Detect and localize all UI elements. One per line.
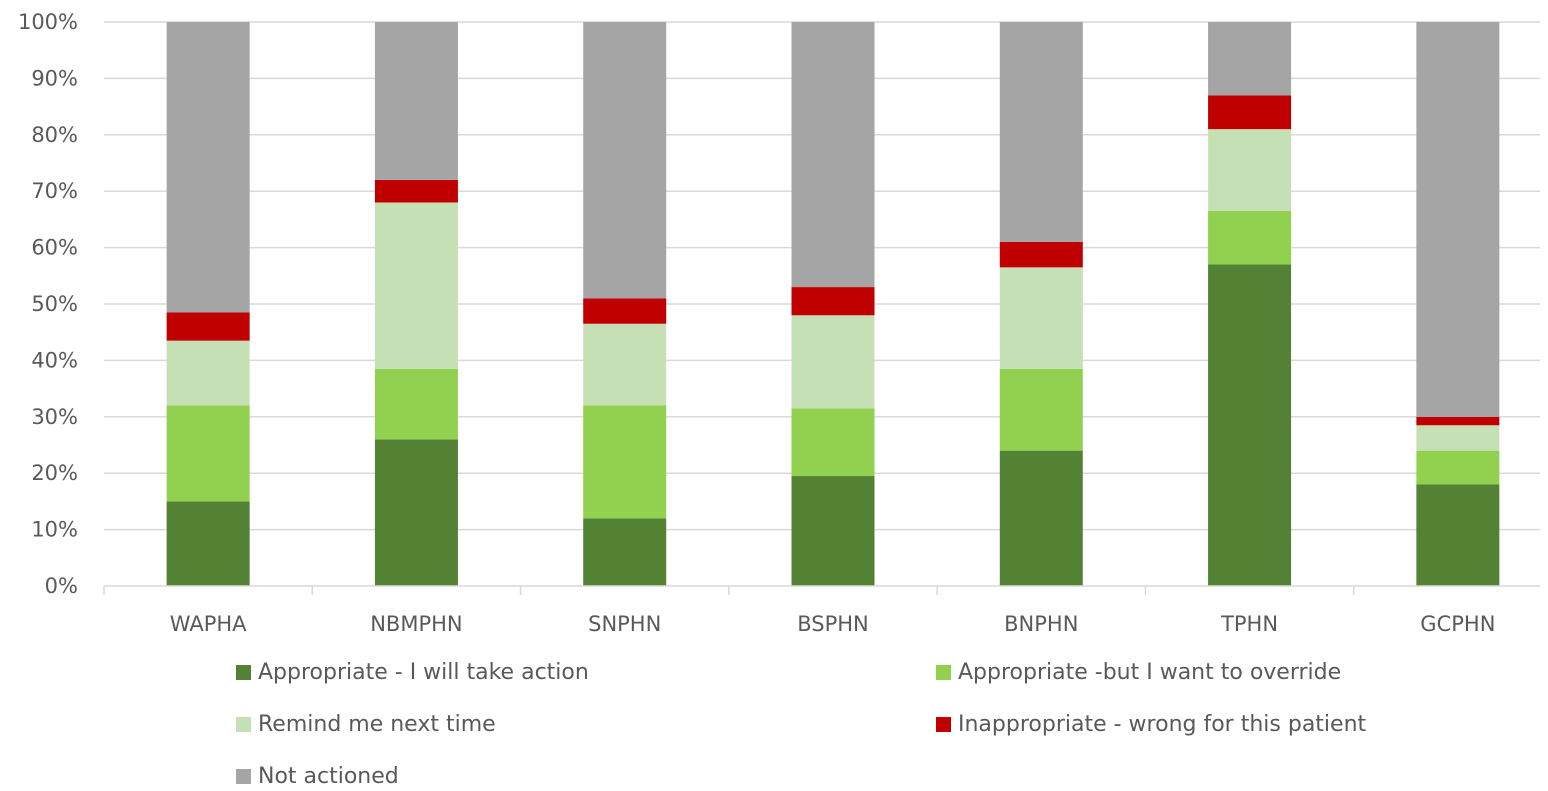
x-tick-label: TPHN [1220, 612, 1278, 636]
y-tick-label: 80% [31, 123, 78, 147]
bar-segment [374, 202, 458, 369]
x-tick-label: GCPHN [1420, 612, 1495, 636]
bar-segment [791, 287, 875, 316]
x-tick-labels: WAPHA NBMPHN SNPHN BSPHN BNPHN TPHN GCPHN [170, 612, 1496, 636]
bar-segment [1416, 416, 1500, 426]
bar-segment [999, 267, 1083, 369]
bar-segment [1208, 129, 1292, 211]
y-tick-label: 70% [31, 179, 78, 203]
bar-segment [374, 179, 458, 203]
y-tick-labels: 0% 10% 20% 30% 40% 50% 60% 70% 80% 90% 100% [18, 10, 78, 598]
bar-segment [374, 439, 458, 586]
bar-segment [166, 501, 250, 586]
y-tick-label: 20% [31, 461, 78, 485]
bars [166, 22, 1500, 586]
bar-segment [1208, 95, 1292, 130]
bar-segment [166, 312, 250, 341]
bar-segment [583, 518, 667, 586]
y-tick-label: 40% [31, 348, 78, 372]
bar-segment [791, 315, 875, 409]
bar-segment [999, 450, 1083, 586]
bar-segment [1208, 22, 1292, 96]
bar-segment [583, 298, 667, 324]
x-axis [103, 585, 1540, 595]
bar-segment [1416, 450, 1500, 485]
bar-segment [791, 22, 875, 288]
bar-segment [1416, 425, 1500, 451]
bar-segment [1416, 22, 1500, 417]
x-tick-label: NBMPHN [370, 612, 462, 636]
x-tick-label: WAPHA [170, 612, 247, 636]
bar-segment [1208, 210, 1292, 265]
bar-segment [166, 22, 250, 313]
y-tick-label: 10% [31, 518, 78, 542]
bar-segment [999, 241, 1083, 268]
x-tick-label: BSPHN [797, 612, 869, 636]
y-tick-label: 90% [31, 66, 78, 90]
y-tick-label: 100% [18, 10, 78, 34]
bar-segment [374, 22, 458, 180]
bar-segment [583, 323, 667, 406]
y-tick-label: 50% [31, 292, 78, 316]
bar-segment [791, 476, 875, 586]
bar-segment [999, 368, 1083, 451]
x-tick-label: BNPHN [1004, 612, 1078, 636]
x-tick-label: SNPHN [588, 612, 661, 636]
bar-segment [1416, 484, 1500, 586]
bar-segment [791, 408, 875, 477]
bar-segment [166, 340, 250, 406]
y-tick-label: 60% [31, 236, 78, 260]
bar-segment [374, 368, 458, 440]
bar-segment [166, 405, 250, 502]
bar-segment [583, 22, 667, 299]
y-tick-label: 0% [45, 574, 78, 598]
bar-segment [999, 22, 1083, 242]
bar-segment [583, 405, 667, 519]
y-tick-label: 30% [31, 405, 78, 429]
bar-segment [1208, 264, 1292, 586]
